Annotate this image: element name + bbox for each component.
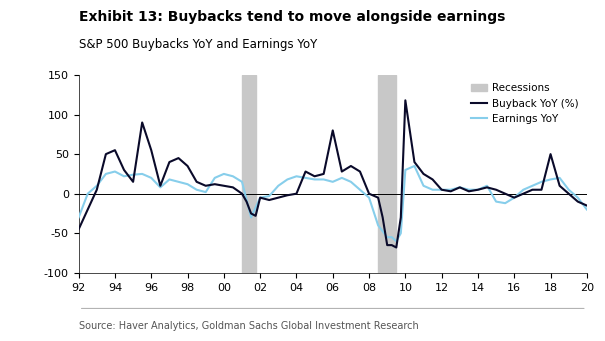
Earnings YoY <box>583 207 590 211</box>
Earnings YoY <box>393 239 400 243</box>
Legend: Recessions, Buyback YoY (%), Earnings YoY: Recessions, Buyback YoY (%), Earnings Yo… <box>468 80 581 127</box>
Buyback YoY (%) <box>75 227 82 231</box>
Buyback YoY (%) <box>120 168 128 172</box>
Bar <box>378 75 396 273</box>
Earnings YoY <box>93 184 100 188</box>
Text: S&P 500 Buybacks YoY and Earnings YoY: S&P 500 Buybacks YoY and Earnings YoY <box>79 38 317 50</box>
Earnings YoY <box>157 185 164 189</box>
Earnings YoY <box>347 180 355 184</box>
Buyback YoY (%) <box>583 204 590 208</box>
Line: Buyback YoY (%): Buyback YoY (%) <box>79 100 587 248</box>
Buyback YoY (%) <box>402 98 409 102</box>
Line: Earnings YoY: Earnings YoY <box>79 166 587 241</box>
Earnings YoY <box>129 173 137 177</box>
Text: Exhibit 13: Buybacks tend to move alongside earnings: Exhibit 13: Buybacks tend to move alongs… <box>79 10 505 24</box>
Buyback YoY (%) <box>184 164 191 168</box>
Buyback YoY (%) <box>329 128 336 132</box>
Buyback YoY (%) <box>529 188 536 192</box>
Earnings YoY <box>75 216 82 220</box>
Buyback YoY (%) <box>220 184 227 188</box>
Earnings YoY <box>456 185 463 189</box>
Buyback YoY (%) <box>384 243 391 247</box>
Buyback YoY (%) <box>393 246 400 250</box>
Earnings YoY <box>411 164 418 168</box>
Earnings YoY <box>211 176 218 180</box>
Text: Source: Haver Analytics, Goldman Sachs Global Investment Research: Source: Haver Analytics, Goldman Sachs G… <box>79 321 419 331</box>
Bar <box>242 75 255 273</box>
